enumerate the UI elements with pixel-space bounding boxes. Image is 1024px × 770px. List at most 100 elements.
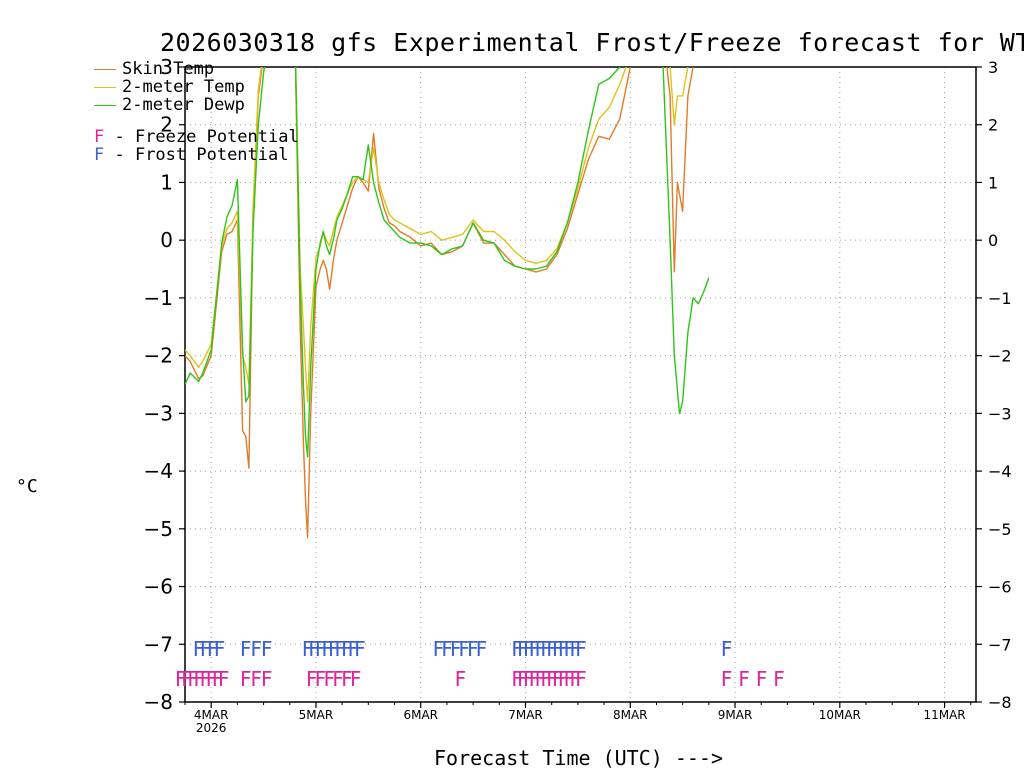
y-tick-label: −2 — [144, 344, 173, 368]
series-line-2-meter-dewp — [185, 67, 710, 458]
freeze-mark: F — [558, 667, 570, 691]
x-tick-sublabel: 2026 — [196, 721, 227, 735]
freeze-mark: F — [200, 667, 212, 691]
y-tick-label: −8 — [144, 690, 173, 714]
freeze-mark: F — [738, 667, 750, 691]
y-axis-unit: °C — [16, 476, 38, 497]
frost-mark: F — [450, 637, 462, 661]
frost-mark: F — [302, 637, 314, 661]
freeze-mark: F — [540, 667, 552, 691]
grid-lines — [185, 67, 976, 702]
y-tick-label-right: −6 — [988, 578, 1012, 597]
freeze-mark: F — [529, 667, 541, 691]
frost-mark: F — [200, 637, 212, 661]
y-tick-label-right: −3 — [988, 404, 1012, 423]
freeze-mark: F — [721, 667, 733, 691]
frost-mark: F — [328, 637, 340, 661]
freeze-mark: F — [315, 667, 327, 691]
x-tick-label: 10MAR — [819, 708, 861, 722]
y-tick-label-right: −5 — [988, 520, 1012, 539]
freeze-mark: F — [552, 667, 564, 691]
y-tick-label-right: −4 — [988, 462, 1012, 481]
y-axis-left: 3 2 1 0 −1 −2 −3 −4 −5 −6 −7 −8 — [144, 55, 185, 714]
freeze-mark: F — [324, 667, 336, 691]
series-line-skin-temp — [185, 67, 694, 539]
freeze-mark: F — [517, 667, 529, 691]
legend-swatch — [94, 68, 116, 70]
freeze-mark: F — [773, 667, 785, 691]
freeze-mark: F — [564, 667, 576, 691]
y-tick-label: 2 — [160, 113, 173, 137]
freeze-mark: F — [175, 667, 187, 691]
y-tick-label: −7 — [144, 632, 173, 656]
frost-mark: F — [193, 637, 205, 661]
y-tick-label-right: −8 — [988, 693, 1012, 712]
legend-frost-potential: F - Frost Potential — [94, 146, 288, 164]
freeze-mark: F — [193, 667, 205, 691]
frost-mark: F — [433, 637, 445, 661]
y-tick-label-right: 0 — [988, 231, 998, 250]
freeze-mark: F — [350, 667, 362, 691]
frost-mark: F — [552, 637, 564, 661]
y-tick-label: −6 — [144, 575, 173, 599]
frost-letter: F — [94, 145, 105, 165]
frost-mark: F — [261, 637, 273, 661]
x-tick-label: 5MAR — [299, 708, 334, 722]
freeze-mark: F — [218, 667, 230, 691]
legend-label: 2-meter Temp — [122, 77, 245, 97]
y-tick-label: 1 — [160, 170, 173, 194]
series-line-2-meter-temp — [185, 67, 689, 403]
legend-item-2m-temp: 2-meter Temp — [94, 78, 245, 96]
freeze-mark: F — [455, 667, 467, 691]
legend-label: Skin Temp — [122, 59, 215, 79]
freeze-mark: F — [181, 667, 193, 691]
frost-mark: F — [511, 637, 523, 661]
freeze-mark: F — [261, 667, 273, 691]
freeze-mark: F — [575, 667, 587, 691]
frost-mark: F — [207, 637, 219, 661]
freeze-mark: F — [535, 667, 547, 691]
frost-mark: F — [558, 637, 570, 661]
freeze-mark: F — [212, 667, 224, 691]
frost-mark: F — [459, 637, 471, 661]
legend-label: 2-meter Dewp — [122, 95, 245, 115]
y-tick-label: −1 — [144, 286, 173, 310]
y-tick-label: −4 — [144, 459, 173, 483]
frost-mark: F — [341, 637, 353, 661]
frost-mark: F — [721, 637, 733, 661]
frost-mark: F — [240, 637, 252, 661]
freeze-letter: F — [94, 127, 105, 147]
frost-mark: F — [546, 637, 558, 661]
freeze-mark: F — [250, 667, 262, 691]
frost-mark: F — [441, 637, 453, 661]
y-tick-label-right: −7 — [988, 635, 1012, 654]
x-tick-label: 7MAR — [508, 708, 543, 722]
frost-mark: F — [523, 637, 535, 661]
frost-mark: F — [529, 637, 541, 661]
x-axis-label: Forecast Time (UTC) ---> — [434, 746, 723, 770]
y-tick-label-right: 2 — [988, 116, 998, 135]
y-tick-label: −3 — [144, 401, 173, 425]
y-tick-label-right: −1 — [988, 289, 1012, 308]
freeze-mark: F — [569, 667, 581, 691]
frost-mark: F — [569, 637, 581, 661]
frost-mark: F — [214, 637, 226, 661]
x-tick-label: 9MAR — [718, 708, 753, 722]
freeze-mark: F — [341, 667, 353, 691]
x-tick-label: 6MAR — [403, 708, 438, 722]
freeze-mark: F — [306, 667, 318, 691]
freeze-mark: F — [187, 667, 199, 691]
frost-mark: F — [335, 637, 347, 661]
legend-swatch — [94, 104, 116, 106]
legend-freeze-potential: F - Freeze Potential — [94, 128, 299, 146]
x-tick-label: 4MAR — [194, 708, 229, 722]
freeze-mark: F — [523, 667, 535, 691]
frost-mark: F — [467, 637, 479, 661]
freeze-text: - Freeze Potential — [104, 127, 299, 147]
legend-swatch — [94, 86, 116, 88]
y-tick-label-right: 3 — [988, 58, 998, 77]
frost-mark: F — [517, 637, 529, 661]
frost-mark: F — [354, 637, 366, 661]
